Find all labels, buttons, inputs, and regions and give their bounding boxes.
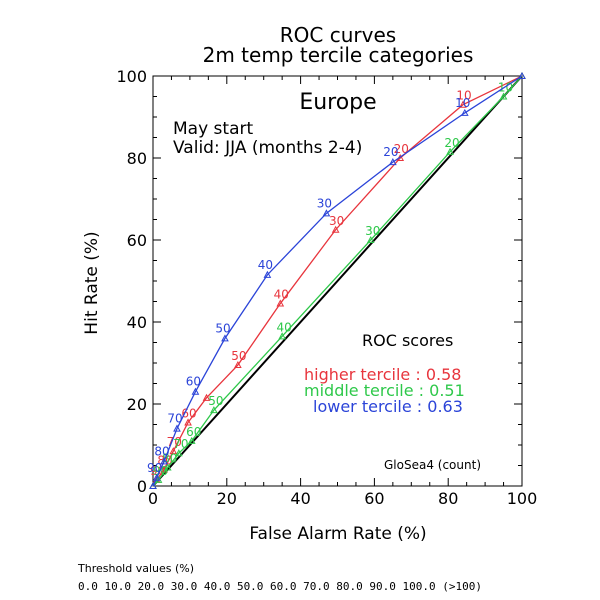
region-label: Europe: [299, 90, 376, 115]
data-point: [191, 387, 200, 395]
data-point: [459, 100, 467, 108]
data-label: 50: [208, 394, 223, 408]
data-point: [221, 334, 229, 342]
threshold-values: 0.0 10.0 20.0 30.0 40.0 50.0 60.0 70.0 8…: [78, 580, 482, 593]
x-tick-label: 100: [507, 489, 538, 508]
y-tick-label: 40: [127, 313, 147, 332]
data-point: [446, 147, 454, 155]
series-layer: 9080706050403020109080706050403020109080…: [147, 71, 526, 489]
y-tick-label: 60: [127, 231, 147, 250]
chart-title: ROC curves: [280, 23, 396, 47]
data-label: 30: [317, 196, 332, 210]
data-point: [460, 108, 469, 116]
data-point: [202, 393, 211, 401]
data-label: 20: [394, 142, 409, 156]
data-point: [331, 225, 340, 233]
score-lower-tercile: lower tercile : 0.63: [313, 397, 463, 416]
data-point: [184, 418, 192, 426]
score-middle-tercile: middle tercile : 0.51: [304, 381, 465, 400]
no-skill-diagonal: [152, 75, 523, 487]
y-axis-label: Hit Rate (%): [82, 231, 102, 334]
data-point: [276, 299, 285, 307]
data-label: 30: [329, 214, 344, 228]
x-axis-label: False Alarm Rate (%): [249, 524, 426, 544]
chart-subtitle: 2m temp tercile categories: [203, 43, 474, 67]
data-point: [499, 92, 508, 100]
data-point: [518, 71, 526, 79]
data-label: 60: [186, 425, 201, 439]
data-label: 60: [186, 375, 201, 389]
y-tick-label: 0: [137, 477, 147, 496]
data-point: [169, 447, 178, 455]
data-point: [149, 481, 157, 489]
data-label: 10: [455, 96, 470, 110]
y-tick-label: 100: [116, 67, 147, 86]
scores-title: ROC scores: [362, 331, 453, 350]
data-point: [322, 209, 331, 217]
data-label: 80: [154, 444, 169, 458]
x-tick-label: 40: [290, 489, 310, 508]
data-label: 30: [365, 224, 380, 238]
data-point: [187, 436, 196, 444]
series-line: [152, 75, 523, 487]
data-label: 40: [277, 320, 292, 334]
data-label: 20: [383, 145, 398, 159]
series-line: [152, 75, 523, 487]
data-point: [173, 424, 181, 432]
data-point: [278, 332, 286, 340]
data-point: [174, 449, 183, 457]
data-point: [366, 235, 375, 243]
series-line: [152, 75, 523, 487]
data-point: [263, 270, 272, 278]
data-label: 70: [167, 412, 182, 426]
threshold-title: Threshold values (%): [77, 562, 194, 575]
y-tick-label: 80: [127, 149, 147, 168]
data-point: [152, 473, 161, 481]
data-label: 70: [173, 437, 188, 451]
score-higher-tercile: higher tercile : 0.58: [304, 365, 461, 384]
data-label: 40: [274, 288, 289, 302]
data-label: 90: [147, 461, 162, 475]
x-tick-label: 80: [438, 489, 458, 508]
data-point: [163, 463, 172, 471]
model-label: GloSea4 (count): [384, 458, 481, 472]
data-point: [160, 457, 168, 465]
data-point: [210, 406, 218, 414]
x-tick-label: 20: [217, 489, 237, 508]
x-tick-label: 0: [148, 489, 158, 508]
data-label: 50: [231, 349, 246, 363]
valid-note: Valid: JJA (months 2-4): [173, 138, 362, 158]
data-point: [154, 475, 163, 483]
start-note: May start: [173, 119, 253, 139]
data-label: 10: [456, 89, 471, 103]
data-label: 60: [181, 406, 196, 420]
data-label: 50: [215, 321, 230, 335]
x-tick-label: 60: [364, 489, 384, 508]
data-label: 40: [258, 258, 273, 272]
data-point: [389, 158, 397, 166]
data-label: 20: [444, 136, 459, 150]
data-point: [234, 361, 242, 369]
y-tick-label: 20: [127, 395, 147, 414]
